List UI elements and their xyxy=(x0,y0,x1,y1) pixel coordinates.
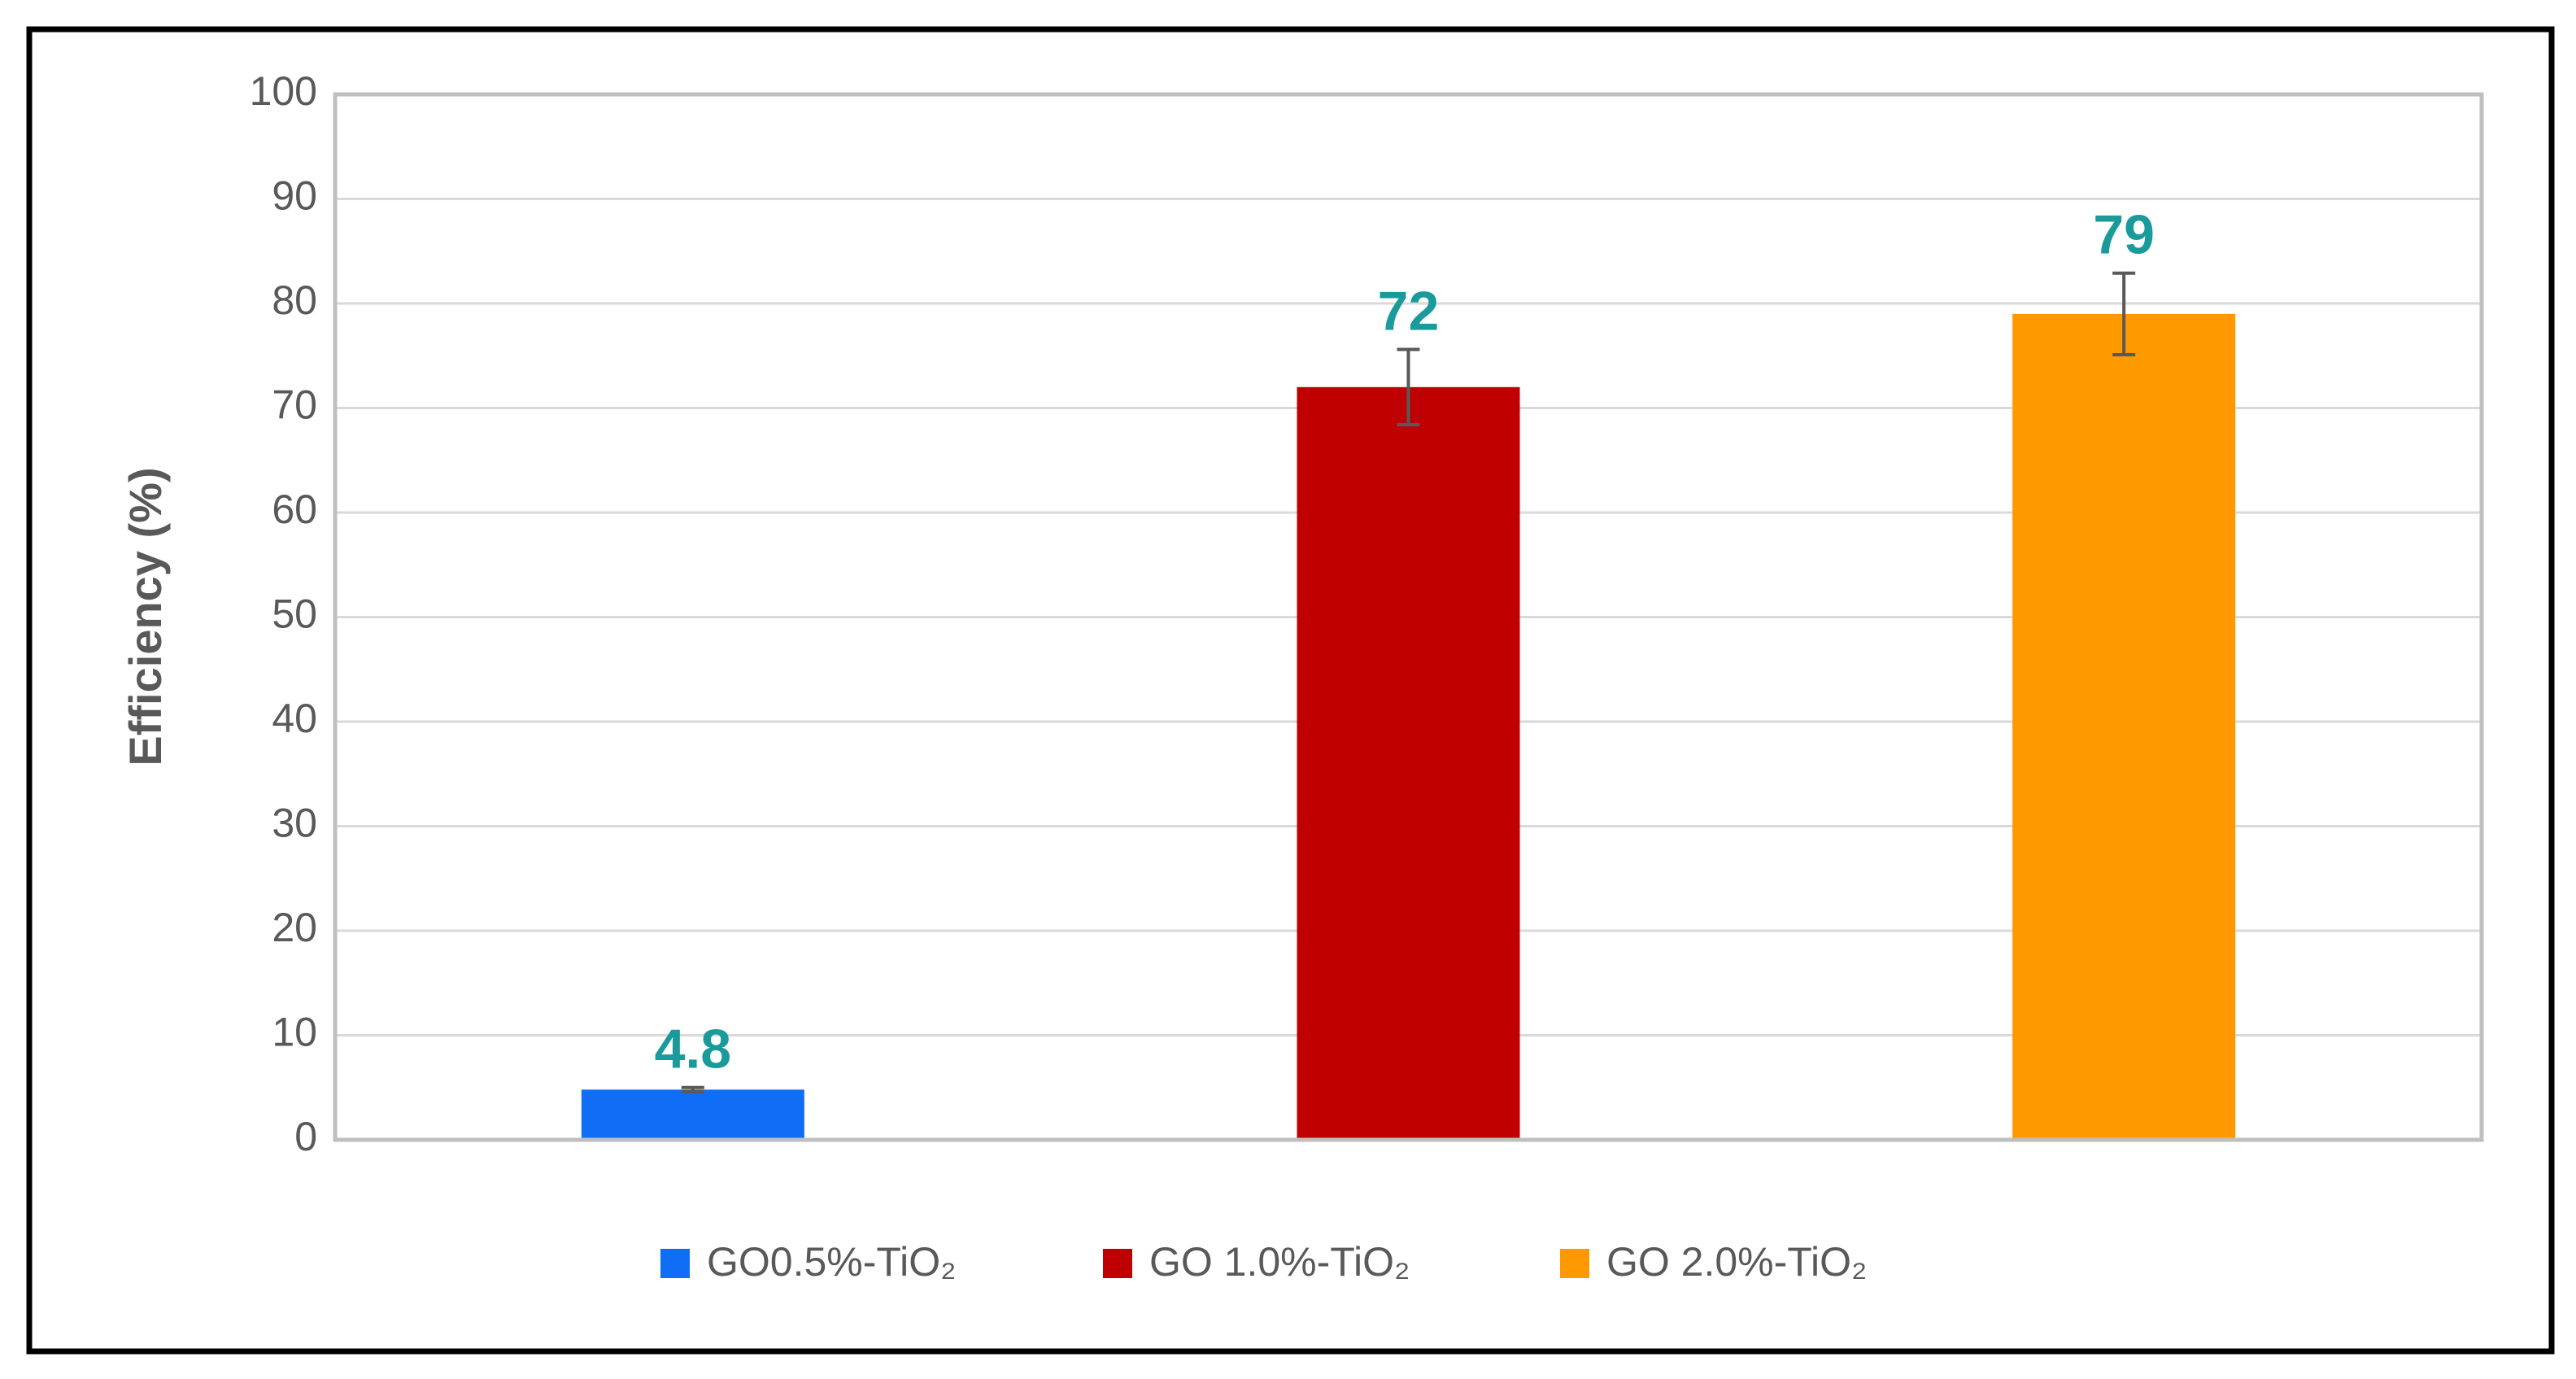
data-label: 4.8 xyxy=(655,1019,732,1080)
legend-label: GO0.5%-TiO₂ xyxy=(707,1239,957,1285)
y-tick-label: 40 xyxy=(272,696,317,741)
y-tick-label: 20 xyxy=(272,905,317,950)
bar xyxy=(2012,313,2236,1141)
data-label: 79 xyxy=(2093,204,2155,266)
legend-swatch xyxy=(1560,1249,1589,1278)
y-tick-label: 10 xyxy=(272,1010,317,1055)
y-tick-label: 100 xyxy=(250,68,317,114)
bar xyxy=(581,1089,804,1140)
legend-swatch xyxy=(660,1249,690,1278)
y-axis-title: Efficiency (%) xyxy=(120,467,171,766)
y-tick-label: 50 xyxy=(272,591,317,637)
y-tick-label: 30 xyxy=(272,801,317,846)
y-tick-label: 60 xyxy=(272,487,317,532)
y-tick-label: 0 xyxy=(294,1114,317,1159)
bar xyxy=(1297,386,1520,1140)
legend-label: GO 2.0%-TiO₂ xyxy=(1606,1239,1867,1285)
data-label: 72 xyxy=(1378,281,1440,343)
y-tick-label: 70 xyxy=(272,382,317,428)
y-tick-label: 80 xyxy=(272,277,317,323)
legend-label: GO 1.0%-TiO₂ xyxy=(1149,1239,1410,1285)
legend-swatch xyxy=(1103,1249,1132,1278)
y-tick-label: 90 xyxy=(272,173,317,219)
